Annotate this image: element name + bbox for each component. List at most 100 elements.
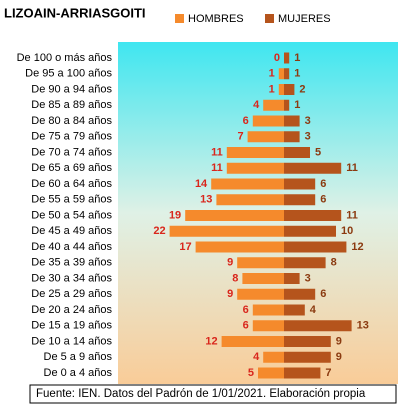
bar — [284, 178, 316, 190]
bar — [284, 84, 295, 95]
value-label: 0 — [274, 52, 280, 64]
category-label: De 30 a 34 años — [31, 272, 112, 284]
bar — [284, 99, 290, 111]
bar — [247, 131, 284, 143]
value-label: 9 — [336, 335, 342, 347]
bar — [211, 178, 284, 190]
value-label: 7 — [237, 131, 243, 143]
bar — [284, 162, 342, 174]
bar — [284, 351, 331, 363]
legend-swatch — [175, 14, 184, 23]
value-label: 1 — [294, 99, 300, 111]
value-label: 6 — [320, 178, 326, 190]
value-label: 4 — [310, 304, 317, 316]
value-label: 11 — [346, 162, 358, 174]
category-label: De 45 a 49 años — [31, 225, 112, 237]
value-label: 12 — [351, 241, 363, 253]
value-label: 6 — [320, 194, 326, 206]
value-label: 8 — [232, 272, 238, 284]
value-label: 3 — [305, 115, 311, 127]
bar — [284, 68, 290, 80]
bar — [284, 115, 300, 127]
source: Fuente: IEN. Datos del Padrón de 1/01/20… — [36, 388, 366, 400]
category-label: De 35 a 39 años — [31, 257, 112, 269]
value-label: 2 — [299, 83, 305, 95]
bar — [284, 273, 300, 284]
category-label: De 40 a 44 años — [31, 241, 112, 253]
category-label: De 10 a 14 años — [31, 335, 112, 347]
category-label: De 85 a 89 años — [31, 99, 112, 111]
chart-title: LIZOAIN-ARRIASGOITI — [4, 5, 146, 20]
bar — [221, 336, 284, 347]
bar — [284, 241, 347, 253]
category-label: De 55 a 59 años — [31, 194, 112, 206]
bar — [226, 162, 284, 174]
source-box — [29, 384, 397, 404]
bar — [258, 367, 284, 379]
category-label: De 50 a 54 años — [31, 209, 112, 221]
value-label: 7 — [325, 367, 331, 379]
category-label: De 70 a 74 años — [31, 146, 112, 158]
value-label: 1 — [294, 68, 300, 80]
category-label: De 15 a 19 años — [31, 320, 112, 332]
value-label: 9 — [336, 351, 342, 363]
bar — [226, 147, 284, 158]
category-label: De 90 a 94 años — [31, 83, 112, 95]
bar — [284, 194, 316, 206]
bar — [237, 288, 284, 300]
bar — [284, 288, 316, 300]
bar — [278, 84, 284, 95]
value-label: 13 — [200, 194, 212, 206]
value-label: 10 — [341, 225, 353, 237]
value-label: 3 — [305, 272, 311, 284]
value-label: 6 — [243, 320, 249, 332]
bar — [284, 367, 321, 379]
bar — [284, 304, 305, 316]
value-label: 6 — [243, 115, 249, 127]
bar — [284, 257, 326, 269]
bar — [284, 210, 342, 221]
bar — [263, 99, 284, 111]
bar — [195, 241, 284, 253]
category-label: De 75 a 79 años — [31, 131, 112, 143]
legend-label: HOMBRES — [188, 13, 244, 25]
category-label: De 25 a 29 años — [31, 288, 112, 300]
value-label: 5 — [248, 367, 254, 379]
bar — [263, 351, 284, 363]
category-label: De 100 o más años — [17, 52, 113, 64]
bar — [242, 273, 284, 284]
category-label: De 0 a 4 años — [44, 367, 113, 379]
bar — [237, 257, 284, 269]
category-label: De 20 a 24 años — [31, 304, 112, 316]
value-label: 4 — [253, 99, 260, 111]
value-label: 9 — [227, 257, 233, 269]
bar — [252, 115, 284, 127]
value-label: 6 — [243, 304, 249, 316]
bar — [284, 225, 336, 237]
bar — [284, 131, 300, 143]
value-label: 8 — [331, 257, 337, 269]
bar — [284, 320, 352, 332]
bar — [185, 210, 284, 221]
value-label: 19 — [169, 209, 181, 221]
value-label: 22 — [153, 225, 165, 237]
value-label: 1 — [269, 68, 275, 80]
value-label: 13 — [357, 320, 369, 332]
legend-label: MUJERES — [278, 13, 331, 25]
value-label: 11 — [211, 146, 223, 158]
bar — [284, 336, 331, 347]
bar — [252, 320, 284, 332]
category-label: De 65 a 69 años — [31, 162, 112, 174]
value-label: 9 — [227, 288, 233, 300]
bar — [284, 147, 310, 158]
value-label: 11 — [211, 162, 223, 174]
value-label: 1 — [269, 83, 275, 95]
bar — [284, 52, 290, 64]
category-label: De 60 a 64 años — [31, 178, 112, 190]
legend-swatch — [265, 14, 274, 23]
bar — [169, 225, 284, 237]
value-label: 5 — [315, 146, 321, 158]
category-label: De 5 a 9 años — [44, 351, 113, 363]
